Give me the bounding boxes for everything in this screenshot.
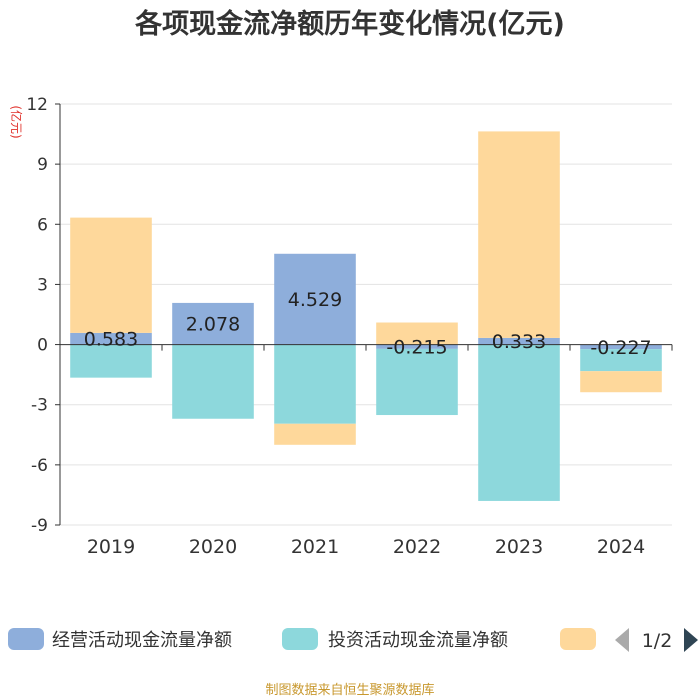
y-axis-unit: (亿元) <box>9 105 24 138</box>
x-tick-label: 2024 <box>597 536 645 558</box>
data-label: 4.529 <box>288 289 342 311</box>
bar-series2 <box>70 344 152 378</box>
chart-title: 各项现金流净额历年变化情况(亿元) <box>134 8 565 40</box>
bars <box>70 131 662 501</box>
x-tick-label: 2023 <box>495 536 543 558</box>
bar-series2 <box>274 344 356 424</box>
bar-series2 <box>580 349 662 372</box>
bar-series3 <box>376 322 458 345</box>
legend-label: 经营活动现金流量净额 <box>52 630 232 651</box>
legend-label: 投资活动现金流量净额 <box>328 630 508 651</box>
legend-swatch <box>282 628 318 650</box>
bar-series3 <box>580 371 662 393</box>
data-label: -0.215 <box>386 337 447 359</box>
bar-series1 <box>274 253 356 345</box>
y-tick-label: 9 <box>37 155 48 175</box>
bar-series3 <box>70 217 152 333</box>
data-label: 0.583 <box>84 329 138 351</box>
axes: 12 9 6 3 0 -3 -6 -9 2019 2020 2021 2022 2023 2024 <box>26 95 673 558</box>
x-tick-label: 2022 <box>393 536 441 558</box>
x-tick-label: 2019 <box>87 536 135 558</box>
legend[interactable]: 经营活动现金流量净额 投资活动现金流量净额 1/2 <box>8 628 698 652</box>
y-tick-label: -6 <box>31 456 48 476</box>
bar-series2 <box>172 344 254 419</box>
x-tick-label: 2021 <box>291 536 339 558</box>
bar-series1 <box>376 344 458 349</box>
x-tick-label: 2020 <box>189 536 237 558</box>
y-tick-label: -9 <box>31 516 48 536</box>
bar-series3 <box>478 131 560 338</box>
data-label: 2.078 <box>186 314 240 336</box>
bar-series1 <box>70 332 152 345</box>
legend-prev-icon[interactable] <box>615 628 629 652</box>
bar-series1 <box>580 344 662 350</box>
legend-swatch <box>8 628 44 650</box>
bar-series3 <box>274 423 356 445</box>
data-label: 0.333 <box>492 331 546 353</box>
gridlines <box>60 103 672 526</box>
y-tick-label: -3 <box>31 396 48 416</box>
bar-series1 <box>172 302 254 345</box>
data-label: -0.227 <box>590 337 651 359</box>
legend-next-icon[interactable] <box>684 628 698 652</box>
bar-series1 <box>478 337 560 345</box>
legend-page-indicator: 1/2 <box>642 630 673 652</box>
y-tick-label: 0 <box>37 336 48 356</box>
y-tick-label: 12 <box>26 95 48 115</box>
bar-series2 <box>376 348 458 416</box>
legend-swatch <box>560 628 596 650</box>
y-tick-label: 6 <box>37 215 48 235</box>
bar-series2 <box>478 344 560 501</box>
y-tick-label: 3 <box>37 275 48 295</box>
footer-source: 制图数据来自恒生聚源数据库 <box>265 682 434 698</box>
data-labels: 0.583 2.078 4.529 -0.215 0.333 -0.227 <box>84 289 652 359</box>
